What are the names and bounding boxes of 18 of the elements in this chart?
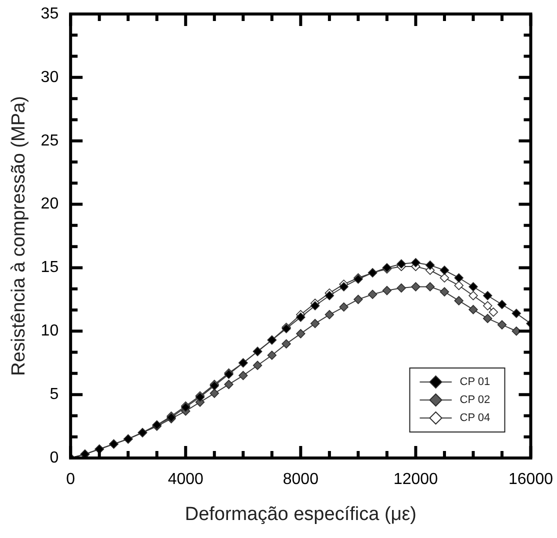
x-tick-label: 0: [66, 471, 76, 488]
y-tick-label: 15: [40, 259, 59, 276]
y-tick-label: 35: [40, 5, 59, 22]
x-tick-label: 4000: [168, 471, 204, 488]
y-tick-label: 5: [50, 386, 59, 403]
y-tick-label: 20: [40, 196, 59, 213]
legend-label: CP 02: [460, 394, 490, 406]
x-tick-label: 8000: [282, 471, 319, 488]
y-tick-label: 25: [40, 132, 59, 150]
y-tick-label: 10: [40, 322, 59, 340]
x-tick-label: 12000: [393, 471, 438, 488]
y-axis-title: Resistência à compressão (MPa): [8, 96, 30, 376]
y-tick-label: 30: [40, 68, 59, 86]
x-tick-label: 16000: [508, 471, 554, 488]
legend-label: CP 04: [460, 412, 490, 424]
y-tick-label: 0: [50, 449, 59, 466]
legend-label: CP 01: [460, 376, 490, 388]
x-axis-title: Deformação específica (με): [184, 504, 417, 525]
